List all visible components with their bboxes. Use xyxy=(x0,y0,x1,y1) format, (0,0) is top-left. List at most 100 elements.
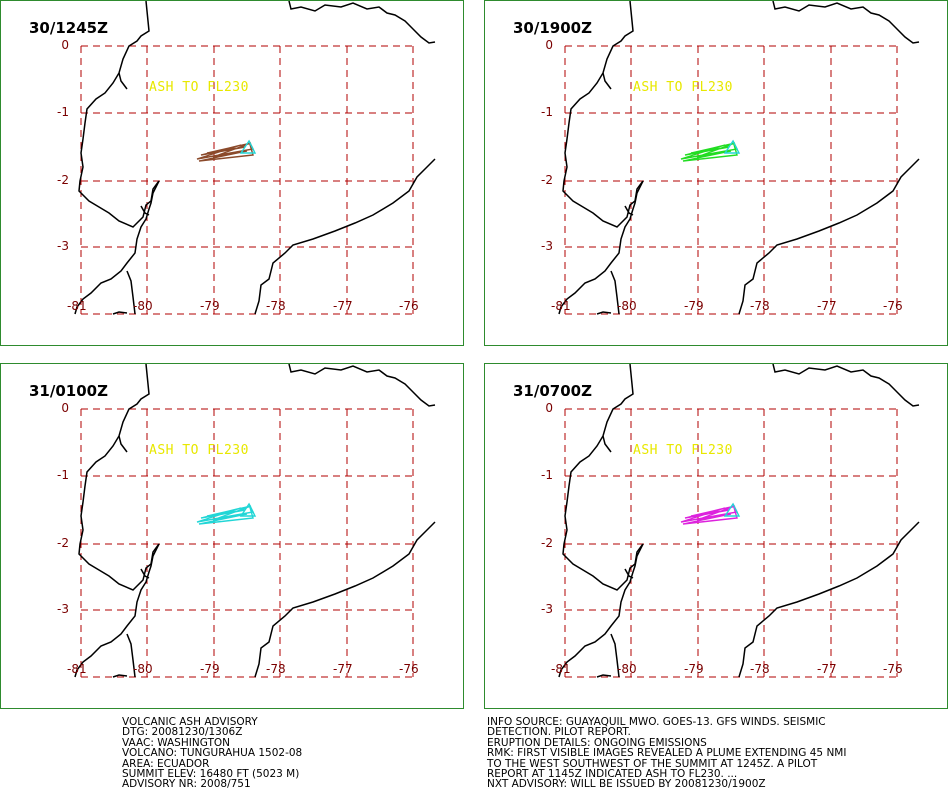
coastline xyxy=(624,568,634,579)
map-canvas xyxy=(74,364,436,678)
map-canvas xyxy=(558,364,920,678)
latitude-tick-label: -3 xyxy=(57,602,69,616)
ash-plume-outline xyxy=(680,503,739,525)
longitude-tick-label: -78 xyxy=(266,662,286,676)
coastline xyxy=(558,543,644,678)
longitude-tick-label: -80 xyxy=(617,299,637,313)
coastline xyxy=(118,435,128,453)
longitude-tick-label: -79 xyxy=(200,299,220,313)
coastline xyxy=(738,521,920,678)
latitude-tick-label: -3 xyxy=(57,239,69,253)
advisory-line: DETECTION. PILOT REPORT. xyxy=(487,726,631,739)
coastline xyxy=(596,311,612,315)
map-panel-3: 31/0100Z ASH TO FL230 0 -1 -2 -3 -81 -80 -79 -7… xyxy=(0,363,464,709)
map-canvas xyxy=(74,1,436,315)
volcano-summit-marker xyxy=(723,502,741,517)
longitude-tick-label: -77 xyxy=(817,299,837,313)
volcano-summit-marker xyxy=(723,139,741,154)
coastline xyxy=(74,543,160,678)
latitude-tick-label: -1 xyxy=(57,105,69,119)
longitude-tick-label: -77 xyxy=(817,662,837,676)
advisory-line: NXT ADVISORY: WILL BE ISSUED BY 20081230… xyxy=(487,778,766,791)
coastline xyxy=(140,205,150,216)
panel-time-label: 30/1900Z xyxy=(513,19,592,37)
latitude-tick-label: 0 xyxy=(545,38,553,52)
coastline xyxy=(112,311,128,315)
map-panel-4: 31/0700Z ASH TO FL230 0 -1 -2 -3 -81 -80 -79 -7… xyxy=(484,363,948,709)
coastline xyxy=(610,270,620,315)
longitude-tick-label: -76 xyxy=(883,299,903,313)
latitude-tick-label: -1 xyxy=(541,105,553,119)
latitude-tick-label: -1 xyxy=(57,468,69,482)
longitude-tick-label: -76 xyxy=(883,662,903,676)
map-panel-1: 30/1245Z ASH TO FL230 0 -1 -2 -3 -81 -80 -79 -7… xyxy=(0,0,464,346)
longitude-tick-label: -78 xyxy=(266,299,286,313)
coastline xyxy=(596,674,612,678)
longitude-tick-label: -81 xyxy=(551,662,571,676)
advisory-line: SUMMIT ELEV: 16480 FT (5023 M) xyxy=(122,768,300,781)
latitude-tick-label: 0 xyxy=(545,401,553,415)
longitude-tick-label: -79 xyxy=(200,662,220,676)
advisory-line: INFO SOURCE: GUAYAQUIL MWO. GOES-13. GFS… xyxy=(487,716,826,728)
panel-time-label: 31/0100Z xyxy=(29,382,108,400)
coastline xyxy=(610,633,620,678)
latitude-tick-label: -2 xyxy=(541,173,553,187)
coastline xyxy=(602,435,612,453)
ash-level-label: ASH TO FL230 xyxy=(633,443,733,458)
advisory-details-block: INFO SOURCE: GUAYAQUIL MWO. GOES-13. GFS… xyxy=(487,717,846,790)
longitude-tick-label: -80 xyxy=(133,662,153,676)
coastline xyxy=(112,674,128,678)
latitude-tick-label: -1 xyxy=(541,468,553,482)
longitude-tick-label: -78 xyxy=(750,662,770,676)
longitude-tick-label: -81 xyxy=(551,299,571,313)
map-canvas xyxy=(558,1,920,315)
advisory-line: VOLCANO: TUNGURAHUA 1502-08 xyxy=(122,747,303,760)
advisory-line: VOLCANIC ASH ADVISORY xyxy=(122,716,258,728)
longitude-tick-label: -77 xyxy=(333,662,353,676)
coastline xyxy=(288,1,436,44)
longitude-tick-label: -80 xyxy=(133,299,153,313)
volcano-summit-marker xyxy=(239,139,257,154)
coastline xyxy=(558,180,644,315)
latitude-tick-label: -2 xyxy=(541,536,553,550)
latitude-tick-label: -3 xyxy=(541,239,553,253)
ash-level-label: ASH TO FL230 xyxy=(149,80,249,95)
ash-plume-outline xyxy=(680,140,739,162)
coastline xyxy=(140,568,150,579)
longitude-tick-label: -81 xyxy=(67,662,87,676)
advisory-line: RMK: FIRST VISIBLE IMAGES REVEALED A PLU… xyxy=(487,747,847,760)
longitude-tick-label: -78 xyxy=(750,299,770,313)
ash-plume-outline xyxy=(196,503,255,525)
coastline xyxy=(602,72,612,90)
longitude-tick-label: -79 xyxy=(684,299,704,313)
panel-time-label: 31/0700Z xyxy=(513,382,592,400)
advisory-line: AREA: ECUADOR xyxy=(122,757,210,770)
coastline xyxy=(772,1,920,44)
map-panel-2: 30/1900Z ASH TO FL230 0 -1 -2 -3 -81 -80 -79 -7… xyxy=(484,0,948,346)
coastline xyxy=(254,158,436,315)
coastline xyxy=(254,521,436,678)
longitude-tick-label: -80 xyxy=(617,662,637,676)
longitude-tick-label: -77 xyxy=(333,299,353,313)
latitude-tick-label: -3 xyxy=(541,602,553,616)
latitude-tick-label: 0 xyxy=(61,38,69,52)
ash-level-label: ASH TO FL230 xyxy=(149,443,249,458)
longitude-tick-label: -79 xyxy=(684,662,704,676)
latitude-tick-label: 0 xyxy=(61,401,69,415)
coastline xyxy=(126,633,136,678)
latitude-tick-label: -2 xyxy=(57,536,69,550)
longitude-tick-label: -76 xyxy=(399,299,419,313)
coastline xyxy=(126,270,136,315)
coastline xyxy=(624,205,634,216)
advisory-line: VAAC: WASHINGTON xyxy=(122,736,230,749)
coastline xyxy=(74,180,160,315)
coastline xyxy=(772,364,920,407)
advisory-line: ERUPTION DETAILS: ONGOING EMISSIONS xyxy=(487,736,707,749)
advisory-line: REPORT AT 1145Z INDICATED ASH TO FL230. … xyxy=(487,768,738,781)
advisory-line: ADVISORY NR: 2008/751 xyxy=(122,778,251,791)
latitude-tick-label: -2 xyxy=(57,173,69,187)
coastline xyxy=(738,158,920,315)
advisory-line: DTG: 20081230/1306Z xyxy=(122,726,243,739)
volcano-summit-marker xyxy=(239,502,257,517)
coastline xyxy=(118,72,128,90)
